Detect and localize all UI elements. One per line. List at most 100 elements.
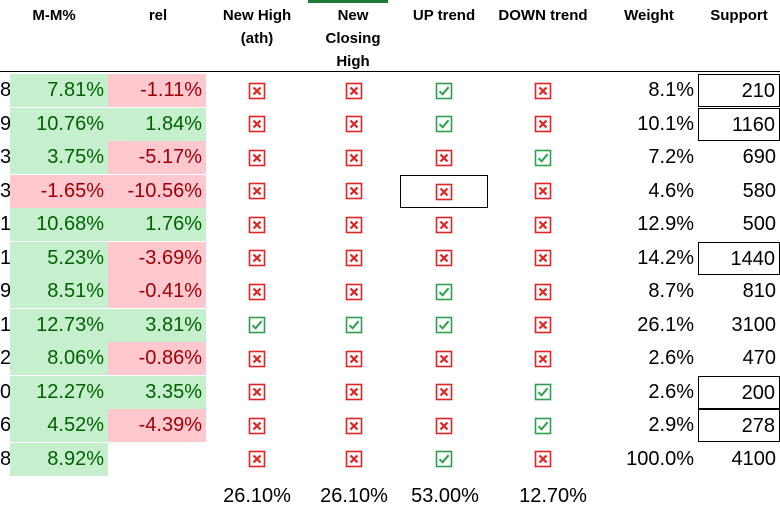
mm-percent-cell[interactable]: 7.81% [10, 74, 108, 107]
down-trend-cell[interactable] [496, 275, 590, 308]
row-label-cell[interactable]: 3 [0, 179, 10, 202]
support-cell[interactable]: 200 [698, 375, 780, 409]
mm-percent-cell[interactable]: 4.52% [10, 409, 108, 442]
weight-cell[interactable]: 26.1% [637, 313, 694, 336]
rel-cell[interactable]: -5.17% [108, 141, 206, 174]
summary-down-trend[interactable]: 12.70% [519, 485, 587, 507]
mm-percent-cell[interactable]: 10.68% [10, 208, 108, 241]
row-label-cell[interactable]: 0 [0, 380, 10, 403]
support-cell[interactable]: 1440 [698, 241, 780, 275]
down-trend-cell[interactable] [496, 108, 590, 141]
header-new-high[interactable]: New High (ath) [222, 7, 292, 47]
down-trend-cell[interactable] [496, 175, 590, 208]
summary-new-closing-high[interactable]: 26.10% [320, 485, 388, 507]
weight-cell[interactable]: 7.2% [648, 146, 694, 168]
mm-percent-cell[interactable]: 3.75% [10, 141, 108, 174]
new-closing-high-cell[interactable] [308, 175, 400, 208]
rel-cell[interactable]: -1.11% [108, 74, 206, 107]
weight-cell[interactable]: 2.6% [648, 380, 694, 403]
mm-percent-cell[interactable]: 8.06% [10, 342, 108, 375]
row-label-cell[interactable]: 9 [0, 280, 10, 302]
rel-cell[interactable]: 3.35% [108, 375, 206, 409]
new-high-cell[interactable] [212, 242, 302, 275]
down-trend-cell[interactable] [496, 342, 590, 375]
new-high-cell[interactable] [212, 108, 302, 141]
rel-cell[interactable]: -4.39% [108, 409, 206, 442]
weight-cell[interactable]: 4.6% [648, 179, 694, 202]
up-trend-cell[interactable] [400, 376, 488, 409]
row-label-cell[interactable]: 9 [0, 112, 10, 135]
down-trend-cell[interactable] [496, 409, 590, 442]
down-trend-cell[interactable] [496, 309, 590, 342]
row-label-cell[interactable]: 1 [0, 313, 10, 336]
down-trend-cell[interactable] [496, 141, 590, 174]
support-cell[interactable]: 500 [742, 213, 776, 235]
down-trend-cell[interactable] [496, 443, 590, 476]
mm-percent-cell[interactable]: 8.92% [10, 442, 108, 476]
mm-percent-cell[interactable]: 5.23% [10, 241, 108, 275]
down-trend-cell[interactable] [496, 208, 590, 241]
row-label-cell[interactable]: 8 [0, 447, 10, 470]
row-label-cell[interactable]: 2 [0, 347, 10, 369]
summary-up-trend[interactable]: 53.00% [411, 485, 479, 507]
up-trend-cell[interactable] [400, 174, 488, 208]
new-closing-high-cell[interactable] [308, 376, 400, 409]
support-cell[interactable]: 278 [698, 409, 780, 442]
new-closing-high-cell[interactable] [308, 242, 400, 275]
new-closing-high-cell[interactable] [308, 409, 400, 442]
new-high-cell[interactable] [212, 376, 302, 409]
header-rel[interactable]: rel [148, 7, 168, 24]
new-high-cell[interactable] [212, 409, 302, 442]
support-cell[interactable]: 690 [742, 146, 776, 168]
down-trend-cell[interactable] [496, 376, 590, 409]
weight-cell[interactable]: 12.9% [637, 213, 694, 235]
header-down-trend[interactable]: DOWN trend [498, 7, 588, 24]
weight-cell[interactable]: 100.0% [626, 447, 694, 470]
up-trend-cell[interactable] [400, 74, 488, 107]
weight-cell[interactable]: 14.2% [637, 246, 694, 269]
mm-percent-cell[interactable]: 8.51% [10, 275, 108, 308]
new-high-cell[interactable] [212, 175, 302, 208]
new-closing-high-cell[interactable] [308, 443, 400, 476]
up-trend-cell[interactable] [400, 309, 488, 342]
new-closing-high-cell[interactable] [308, 141, 400, 174]
rel-cell[interactable]: 1.84% [108, 107, 206, 141]
new-high-cell[interactable] [212, 141, 302, 174]
up-trend-cell[interactable] [400, 275, 488, 308]
up-trend-cell[interactable] [400, 443, 488, 476]
new-closing-high-cell[interactable] [308, 342, 400, 375]
weight-cell[interactable]: 8.1% [648, 79, 694, 101]
rel-cell[interactable]: 3.81% [108, 308, 206, 342]
new-closing-high-cell[interactable] [308, 309, 400, 342]
header-mm[interactable]: M-M% [32, 7, 76, 24]
down-trend-cell[interactable] [496, 74, 590, 107]
header-weight[interactable]: Weight [624, 7, 674, 24]
weight-cell[interactable]: 8.7% [648, 280, 694, 302]
new-high-cell[interactable] [212, 309, 302, 342]
new-high-cell[interactable] [212, 342, 302, 375]
row-label-cell[interactable]: 3 [0, 146, 10, 168]
support-cell[interactable]: 210 [698, 74, 780, 107]
mm-percent-cell[interactable]: 12.73% [10, 308, 108, 342]
mm-percent-cell[interactable]: 10.76% [10, 107, 108, 141]
row-label-cell[interactable]: 8 [0, 79, 10, 101]
up-trend-cell[interactable] [400, 108, 488, 141]
new-closing-high-cell[interactable] [308, 74, 400, 107]
new-high-cell[interactable] [212, 208, 302, 241]
down-trend-cell[interactable] [496, 242, 590, 275]
mm-percent-cell[interactable]: 12.27% [10, 375, 108, 409]
up-trend-cell[interactable] [400, 141, 488, 174]
new-closing-high-cell[interactable] [308, 208, 400, 241]
rel-cell[interactable] [108, 443, 206, 476]
new-closing-high-cell[interactable] [308, 275, 400, 308]
summary-new-high[interactable]: 26.10% [223, 485, 291, 507]
up-trend-cell[interactable] [400, 242, 488, 275]
support-cell[interactable]: 810 [742, 280, 776, 302]
up-trend-cell[interactable] [400, 342, 488, 375]
new-closing-high-cell[interactable] [308, 108, 400, 141]
new-high-cell[interactable] [212, 74, 302, 107]
support-cell[interactable]: 3100 [731, 313, 777, 336]
support-cell[interactable]: 580 [742, 179, 776, 202]
up-trend-cell[interactable] [400, 409, 488, 442]
row-label-cell[interactable]: 6 [0, 414, 10, 436]
